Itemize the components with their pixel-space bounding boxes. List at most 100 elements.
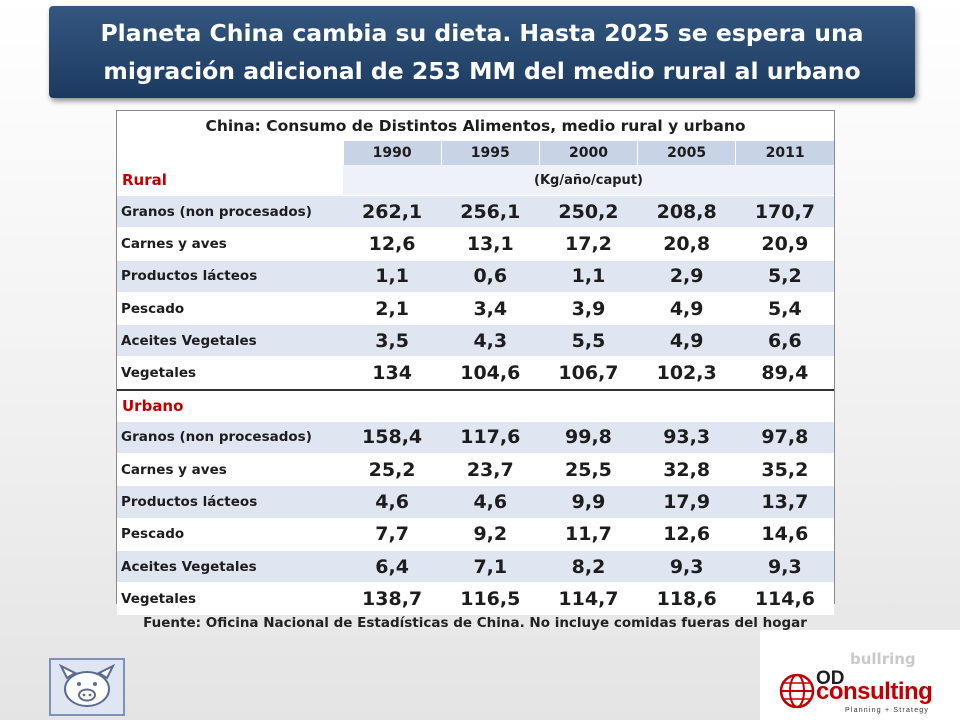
row-label: Productos lácteos (117, 259, 343, 293)
cell-value-1990: 6,4 (343, 549, 442, 583)
cell-value-2005: 9,3 (637, 549, 736, 583)
table-row: Productos lácteos 1,1 0,6 1,1 2,9 5,2 (117, 259, 834, 293)
cell-value-1990: 134 (343, 356, 442, 390)
cell-value-2005: 20,8 (637, 227, 736, 261)
cell-value-2011: 13,7 (735, 485, 834, 519)
cell-value-2011: 114,6 (735, 582, 834, 615)
year-header-spacer (117, 141, 343, 165)
cell-value-2000: 5,5 (539, 324, 638, 357)
section-spacer (343, 388, 834, 422)
table-row: Granos (non procesados) 158,4 117,6 99,8 93,… (117, 420, 834, 454)
row-label: Pescado (117, 517, 343, 551)
cell-value-2000: 11,7 (539, 517, 638, 551)
table-row: Aceites Vegetales 3,5 4,3 5,5 4,9 6,6 (117, 324, 834, 357)
pig-logo (49, 658, 125, 716)
cell-value-1995: 256,1 (441, 194, 540, 228)
cell-value-2011: 89,4 (735, 356, 834, 390)
table-caption: China: Consumo de Distintos Alimentos, m… (205, 117, 746, 135)
cell-value-2000: 17,2 (539, 227, 638, 261)
cell-value-2005: 208,8 (637, 194, 736, 228)
cell-value-2005: 102,3 (637, 356, 736, 390)
cell-value-2000: 9,9 (539, 485, 638, 519)
cell-value-2000: 8,2 (539, 549, 638, 583)
cell-value-2000: 25,5 (539, 453, 638, 486)
table-row: Aceites Vegetales 6,4 7,1 8,2 9,3 9,3 (117, 549, 834, 583)
faded-background-text: bullring (850, 650, 916, 668)
cell-value-1995: 7,1 (441, 549, 540, 583)
cell-value-2011: 14,6 (735, 517, 834, 551)
cell-value-2000: 106,7 (539, 356, 638, 390)
cell-value-2005: 12,6 (637, 517, 736, 551)
cell-value-2005: 4,9 (637, 291, 736, 325)
table-row: Vegetales 134 104,6 106,7 102,3 89,4 (117, 356, 834, 390)
section-header-rural: Rural (122, 171, 167, 189)
cell-value-1995: 0,6 (441, 259, 540, 293)
cell-value-1990: 158,4 (343, 420, 442, 454)
pig-face-icon (58, 663, 116, 707)
cell-value-2000: 250,2 (539, 194, 638, 228)
source-note: Fuente: Oficina Nacional de Estadísticas… (143, 615, 807, 631)
logo-tagline: Planning + Strategy (845, 707, 930, 714)
cell-value-1990: 2,1 (343, 291, 442, 325)
year-header-2000: 2000 (538, 141, 638, 165)
row-label: Vegetales (117, 356, 343, 390)
logo-od-text: OD (816, 668, 845, 689)
cell-value-2011: 97,8 (735, 420, 834, 454)
cell-value-2000: 114,7 (539, 582, 638, 615)
cell-value-1990: 25,2 (343, 453, 442, 486)
cell-value-1990: 4,6 (343, 485, 442, 519)
cell-value-2011: 5,4 (735, 291, 834, 325)
cell-value-1990: 1,1 (343, 259, 442, 293)
table-row: Pescado 7,7 9,2 11,7 12,6 14,6 (117, 517, 834, 551)
cell-value-2005: 118,6 (637, 582, 736, 615)
cell-value-2011: 9,3 (735, 549, 834, 583)
table-row: Carnes y aves 12,6 13,1 17,2 20,8 20,9 (117, 227, 834, 261)
row-label: Vegetales (117, 582, 343, 615)
section-header-urbano: Urbano (117, 388, 343, 422)
slide-title-line-1: Planeta China cambia su dieta. Hasta 202… (100, 19, 864, 47)
row-label: Productos lácteos (117, 485, 343, 519)
table-row: Carnes y aves 25,2 23,7 25,5 32,8 35,2 (117, 453, 834, 486)
cell-value-2005: 17,9 (637, 485, 736, 519)
year-header-1990: 1990 (342, 141, 442, 165)
year-header-1995: 1995 (440, 141, 540, 165)
cell-value-1995: 116,5 (441, 582, 540, 615)
cell-value-1990: 262,1 (343, 194, 442, 228)
cell-value-1990: 3,5 (343, 324, 442, 357)
cell-value-1995: 23,7 (441, 453, 540, 486)
cell-value-2000: 99,8 (539, 420, 638, 454)
cell-value-1995: 3,4 (441, 291, 540, 325)
cell-value-1995: 4,6 (441, 485, 540, 519)
year-header-2005: 2005 (637, 141, 736, 165)
table-row: Pescado 2,1 3,4 3,9 4,9 5,4 (117, 291, 834, 325)
row-label: Granos (non procesados) (117, 420, 343, 454)
row-label: Granos (non procesados) (117, 194, 343, 228)
slide-title-line-2: migración adicional de 253 MM del medio … (103, 57, 861, 85)
cell-value-2011: 20,9 (735, 227, 834, 261)
unit-label: (Kg/año/caput) (343, 165, 834, 196)
cell-value-1995: 104,6 (441, 356, 540, 390)
row-label: Aceites Vegetales (117, 549, 343, 583)
cell-value-1995: 4,3 (441, 324, 540, 357)
cell-value-2000: 3,9 (539, 291, 638, 325)
slide-title-box: Planeta China cambia su dieta. Hasta 202… (49, 6, 915, 98)
cell-value-2005: 4,9 (637, 324, 736, 357)
cell-value-2005: 2,9 (637, 259, 736, 293)
cell-value-2011: 6,6 (735, 324, 834, 357)
cell-value-2005: 32,8 (637, 453, 736, 486)
year-header-2011: 2011 (735, 141, 834, 165)
od-consulting-logo: bullring OD consulting Planning + Strate… (760, 630, 960, 720)
cell-value-1995: 13,1 (441, 227, 540, 261)
cell-value-2011: 35,2 (735, 453, 834, 486)
globe-icon (779, 673, 815, 709)
cell-value-2011: 5,2 (735, 259, 834, 293)
table-row: Granos (non procesados) 262,1 256,1 250,2 20… (117, 194, 834, 228)
table-row: Productos lácteos 4,6 4,6 9,9 17,9 13,7 (117, 485, 834, 519)
cell-value-1995: 9,2 (441, 517, 540, 551)
cell-value-1990: 7,7 (343, 517, 442, 551)
row-label: Carnes y aves (117, 453, 343, 486)
cell-value-2000: 1,1 (539, 259, 638, 293)
logo-consulting-text: consulting (816, 678, 933, 705)
cell-value-2011: 170,7 (735, 194, 834, 228)
food-consumption-table: China: Consumo de Distintos Alimentos, m… (116, 110, 835, 615)
